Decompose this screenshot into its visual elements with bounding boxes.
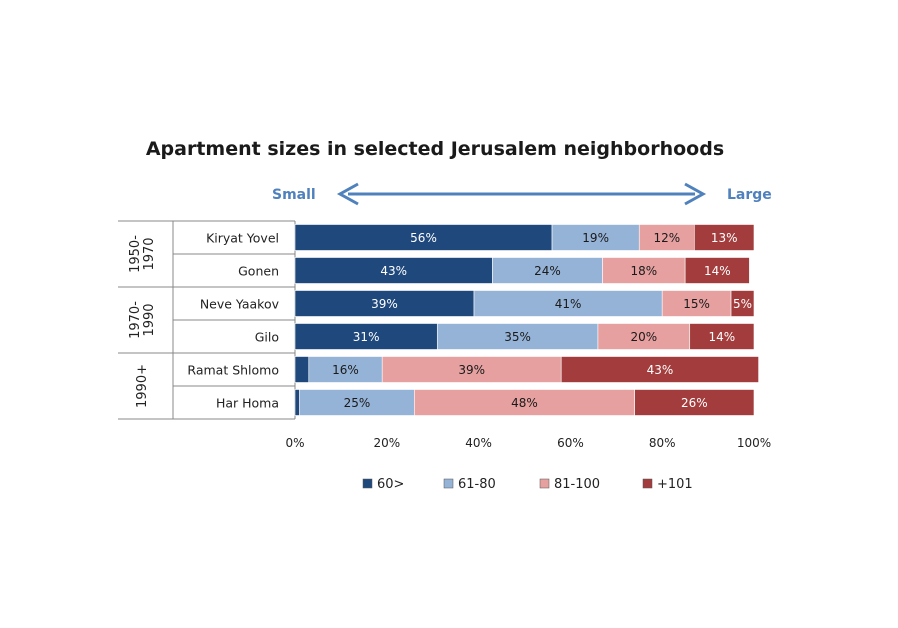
category-axis-frame [118, 220, 296, 420]
bar-segment [694, 224, 755, 251]
data-label: 20% [631, 330, 658, 344]
bar-segment [551, 224, 640, 251]
group-label: 1970-1990 [128, 301, 157, 339]
legend-label: 60> [377, 477, 404, 492]
group-labels: 1950-1970 1970-1990 1990+ [128, 235, 157, 408]
bar-segment [294, 257, 493, 284]
category-labels: Kiryat Yovel Gonen Neve Yaakov Gilo Ramat Sh… [187, 231, 279, 411]
data-label: 19% [582, 231, 609, 245]
data-label: 43% [647, 363, 674, 377]
chart-title: Apartment sizes in selected Jerusalem ne… [146, 138, 724, 160]
data-label: 5% [733, 297, 752, 311]
data-label: 31% [353, 330, 380, 344]
size-arrow [336, 182, 707, 206]
data-label: 25% [344, 396, 371, 410]
bar-segment [414, 389, 635, 416]
data-label: 13% [711, 231, 738, 245]
x-tick-label: 60% [557, 436, 584, 450]
category-label: Ramat Shlomo [187, 363, 279, 378]
bar-segment [299, 389, 415, 416]
bar-segment [661, 290, 732, 317]
data-label: 41% [555, 297, 582, 311]
data-label: 12% [653, 231, 680, 245]
data-label: 15% [683, 297, 710, 311]
bar-segment [294, 356, 310, 383]
bar-segment [560, 356, 759, 383]
data-label: 16% [332, 363, 359, 377]
legend-label: 81-100 [554, 477, 600, 492]
x-axis-ticks: 0% 20% 40% 60% 80% 100% [285, 436, 771, 450]
data-label: 35% [504, 330, 531, 344]
bar-segment [436, 323, 599, 350]
bar-segment [492, 257, 603, 284]
legend-swatch [642, 478, 653, 489]
data-label: 18% [631, 264, 658, 278]
category-label: Gonen [238, 264, 279, 279]
bar-segment [638, 224, 695, 251]
legend-swatch [539, 478, 550, 489]
bar-segment [294, 389, 300, 416]
category-label: Gilo [255, 330, 279, 345]
bar-segment [473, 290, 663, 317]
x-tick-label: 0% [285, 436, 304, 450]
bar-segment [730, 290, 755, 317]
bar-segment [602, 257, 686, 284]
data-label: 26% [681, 396, 708, 410]
small-label: Small [272, 187, 316, 203]
bar-segment [381, 356, 562, 383]
bar-segment [634, 389, 755, 416]
data-label: 24% [534, 264, 561, 278]
data-label: 14% [709, 330, 736, 344]
legend-label: 61-80 [458, 477, 496, 492]
x-tick-label: 100% [737, 436, 771, 450]
category-label: Kiryat Yovel [206, 231, 279, 246]
data-label: 48% [511, 396, 538, 410]
data-label: 39% [371, 297, 398, 311]
category-label: Har Homa [216, 396, 279, 411]
group-label: 1950-1970 [128, 235, 157, 273]
bar-segment [597, 323, 691, 350]
legend-swatch [362, 478, 373, 489]
bar-segment [689, 323, 755, 350]
data-label: 14% [704, 264, 731, 278]
bars: 56% 19% 12% 13% 43% 24% 18% 14% 39% 41% 15% 5% 31% 35… [294, 224, 759, 416]
x-tick-label: 80% [649, 436, 676, 450]
x-tick-label: 20% [373, 436, 400, 450]
category-label: Neve Yaakov [200, 297, 280, 312]
data-label: 39% [458, 363, 485, 377]
group-label: 1990+ [135, 364, 150, 408]
bar-segment [684, 257, 750, 284]
x-tick-label: 40% [465, 436, 492, 450]
legend-swatch [443, 478, 454, 489]
data-label: 56% [410, 231, 437, 245]
bar-segment [308, 356, 383, 383]
large-label: Large [727, 187, 772, 203]
data-label: 43% [380, 264, 407, 278]
bar-segment [294, 290, 475, 317]
legend: 60> 61-80 81-100 +101 [362, 477, 693, 492]
legend-label: +101 [657, 477, 693, 492]
